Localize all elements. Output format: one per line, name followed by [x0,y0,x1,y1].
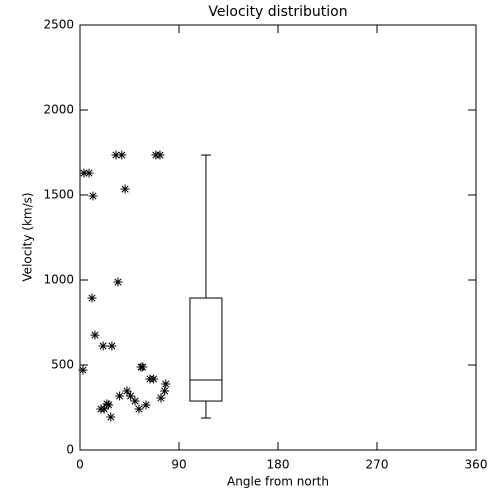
point [138,362,148,372]
point [115,391,125,401]
y-tick-label: 500 [51,358,74,372]
point [78,365,88,375]
point [90,330,100,340]
x-tick-label: 0 [76,458,84,472]
point [160,386,170,396]
point [107,341,117,351]
point [156,393,166,403]
point [117,150,127,160]
point [84,168,94,178]
point [130,396,140,406]
point [106,412,116,422]
point [111,150,121,160]
point [104,400,114,410]
y-tick-label: 1000 [43,273,74,287]
point [99,404,109,414]
y-axis-label: Velocity (km/s) [21,192,35,281]
point [161,379,171,389]
x-tick-label: 360 [465,458,488,472]
x-tick-label: 270 [366,458,389,472]
plot-frame [79,24,477,451]
chart-title: Velocity distribution [208,4,347,20]
point [141,400,151,410]
y-tick-label: 2000 [43,103,74,117]
box-body [189,297,223,402]
point [113,277,123,287]
y-tick-label: 2500 [43,18,74,32]
x-axis-label: Angle from north [227,475,329,489]
x-tick-label: 90 [171,458,186,472]
point [155,150,165,160]
point [122,386,132,396]
y-tick-label: 0 [66,443,74,457]
point [126,391,136,401]
point [87,293,97,303]
point [79,168,89,178]
x-tick-label: 180 [267,458,290,472]
y-tick-label: 1500 [43,188,74,202]
point [88,191,98,201]
point [98,341,108,351]
point [134,404,144,414]
point [149,374,159,384]
point [120,184,130,194]
